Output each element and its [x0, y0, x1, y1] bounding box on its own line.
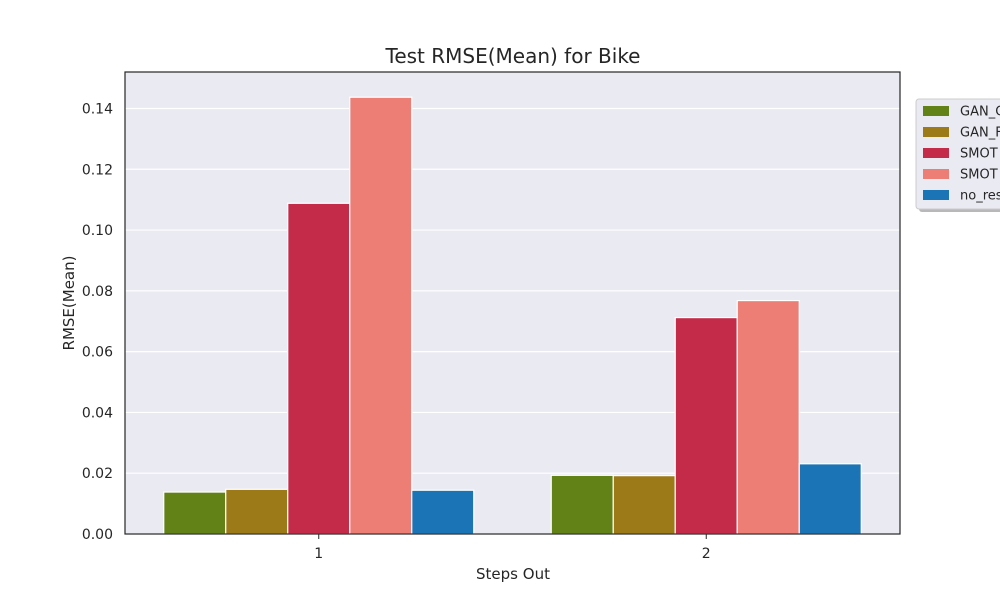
- bar: [163, 491, 227, 535]
- bar: [287, 202, 351, 535]
- legend-label: GAN_F: [960, 126, 1000, 141]
- y-tick-label: 0.08: [82, 284, 113, 300]
- y-tick-label: 0.02: [82, 466, 113, 482]
- y-tick-label: 0.14: [82, 101, 113, 117]
- legend-box: [915, 98, 1000, 210]
- legend-label: SMOT: [960, 168, 998, 183]
- x-axis-label: Steps Out: [476, 565, 550, 583]
- bars: [163, 96, 862, 535]
- bar: [225, 488, 289, 535]
- bar: [612, 475, 676, 535]
- chart-title: Test RMSE(Mean) for Bike: [385, 44, 641, 68]
- x-tick-label: 1: [314, 546, 323, 562]
- plot-frame: [124, 71, 901, 535]
- bar: [349, 96, 413, 535]
- y-tick-label: 0.06: [82, 345, 113, 361]
- legend-swatch: [923, 190, 949, 200]
- legend-swatch: [923, 127, 949, 137]
- legend: GAN_C GAN_F SMOT SMOT no_res: [915, 98, 1000, 212]
- bar: [674, 316, 738, 535]
- legend-swatch: [923, 106, 949, 116]
- legend-label: no_res: [960, 189, 1000, 204]
- legend-label: GAN_C: [960, 105, 1000, 120]
- bar: [550, 474, 614, 535]
- y-tick-label: 0.04: [82, 405, 113, 421]
- bar: [411, 489, 475, 535]
- legend-label: SMOT: [960, 147, 998, 162]
- y-tick-labels: 0.00 0.02 0.04 0.06 0.08 0.10 0.12 0.14: [82, 101, 113, 543]
- y-tick-label: 0.10: [82, 223, 113, 239]
- bar: [798, 463, 862, 535]
- bar: [736, 299, 800, 535]
- y-tick-label: 0.12: [82, 162, 113, 178]
- y-tick-label: 0.00: [82, 527, 113, 543]
- y-axis-label: RMSE(Mean): [60, 256, 78, 351]
- legend-swatch: [923, 148, 949, 158]
- x-tick-label: 2: [702, 546, 711, 562]
- legend-swatch: [923, 169, 949, 179]
